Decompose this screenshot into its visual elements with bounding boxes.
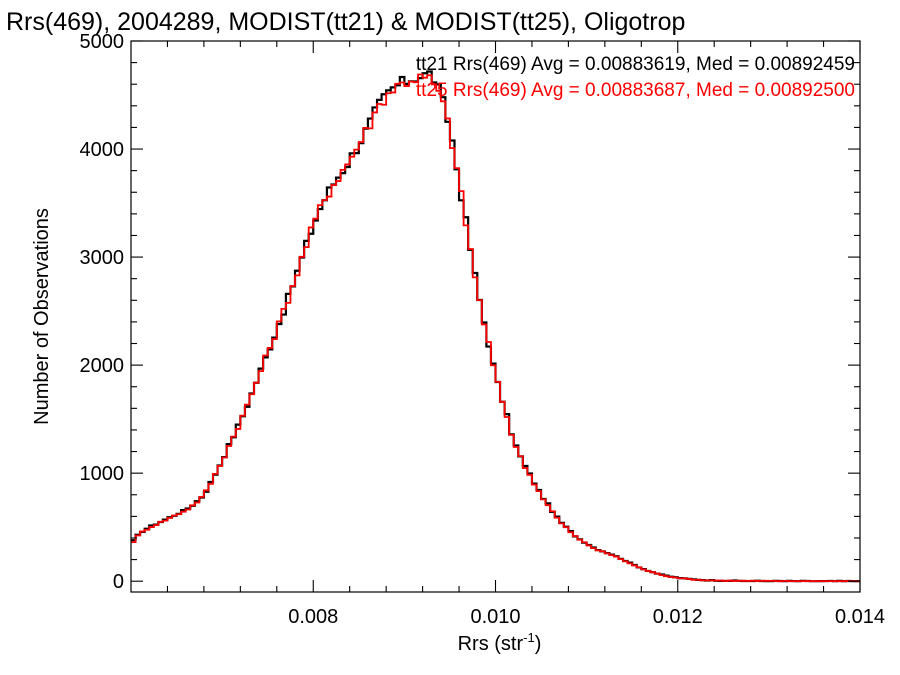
y-tick-label: 2000	[80, 355, 125, 377]
y-tick-label: 4000	[80, 139, 125, 161]
x-tick-label: 0.010	[470, 606, 520, 628]
series-line-tt21	[131, 70, 860, 583]
x-axis-label-superscript: -1	[523, 630, 535, 645]
x-tick-label: 0.012	[653, 606, 703, 628]
legend-entry-tt25: tt25 Rrs(469) Avg = 0.00883687, Med = 0.…	[416, 80, 855, 101]
chart-title: Rrs(469), 2004289, MODIST(tt21) & MODIST…	[6, 8, 685, 36]
x-axis-label-close: )	[535, 633, 542, 655]
labels-layer: Rrs(469), 2004289, MODIST(tt21) & MODIST…	[6, 8, 855, 655]
y-tick-label: 5000	[80, 31, 125, 53]
y-tick-label: 3000	[80, 247, 125, 269]
y-axis-label: Number of Observations	[31, 208, 53, 425]
x-axis-label-main: Rrs (str	[458, 633, 524, 655]
y-tick-label: 1000	[80, 463, 125, 485]
axes-layer	[130, 40, 861, 593]
y-tick-label: 0	[113, 571, 124, 593]
x-axis-label: Rrs (str-1)	[458, 630, 542, 655]
series-line-tt25	[131, 73, 860, 583]
x-tick-label: 0.014	[835, 606, 885, 628]
legend-entry-tt21: tt21 Rrs(469) Avg = 0.00883619, Med = 0.…	[416, 54, 855, 75]
x-tick-label: 0.008	[288, 606, 338, 628]
plot-frame	[130, 40, 861, 593]
ticks-layer: 0.008 0.010 0.012 0.014 0 1000 2000 3000 4000 500…	[80, 31, 886, 628]
series-layer	[131, 70, 860, 583]
